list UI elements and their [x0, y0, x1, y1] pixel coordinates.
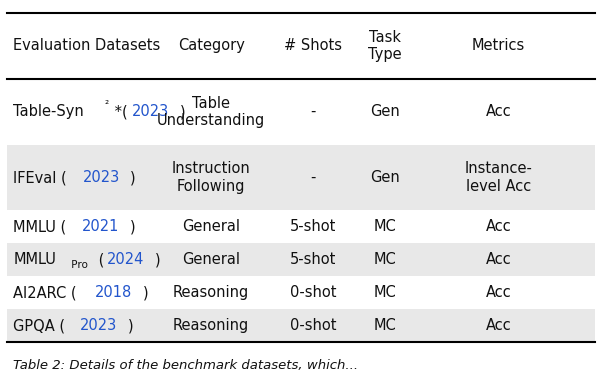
Text: MMLU: MMLU: [13, 252, 56, 268]
Text: MC: MC: [373, 220, 396, 234]
Text: -: -: [310, 170, 315, 185]
Text: MC: MC: [373, 252, 396, 268]
Text: (: (: [94, 252, 104, 268]
Text: Gen: Gen: [370, 170, 400, 185]
Text: General: General: [182, 252, 240, 268]
Text: Acc: Acc: [486, 318, 512, 333]
Text: MC: MC: [373, 318, 396, 333]
FancyBboxPatch shape: [7, 211, 595, 243]
Text: Table
Understanding: Table Understanding: [157, 96, 265, 128]
Text: MC: MC: [373, 285, 396, 300]
Text: 2023: 2023: [82, 170, 120, 185]
Text: Reasoning: Reasoning: [173, 285, 249, 300]
FancyBboxPatch shape: [7, 309, 595, 342]
Text: 2024: 2024: [107, 252, 144, 268]
Text: Reasoning: Reasoning: [173, 318, 249, 333]
Text: ): ): [143, 285, 149, 300]
Text: General: General: [182, 220, 240, 234]
Text: Instance-
level Acc: Instance- level Acc: [465, 161, 533, 194]
Text: GPQA (: GPQA (: [13, 318, 66, 333]
Text: -: -: [310, 104, 315, 119]
Text: Evaluation Datasets: Evaluation Datasets: [13, 39, 161, 53]
Text: ): ): [130, 170, 136, 185]
Text: Acc: Acc: [486, 104, 512, 119]
Text: ): ): [155, 252, 161, 268]
Text: 0-shot: 0-shot: [290, 285, 337, 300]
Text: Table-Syn: Table-Syn: [13, 104, 84, 119]
Text: 2023: 2023: [132, 104, 170, 119]
Text: ): ): [128, 318, 134, 333]
Text: 5-shot: 5-shot: [290, 252, 336, 268]
Text: ²: ²: [104, 100, 108, 110]
Text: Acc: Acc: [486, 220, 512, 234]
Text: *(: *(: [110, 104, 127, 119]
Text: ): ): [180, 104, 186, 119]
Text: AI2ARC (: AI2ARC (: [13, 285, 77, 300]
Text: Task
Type: Task Type: [368, 30, 402, 62]
FancyBboxPatch shape: [7, 243, 595, 277]
Text: 5-shot: 5-shot: [290, 220, 336, 234]
Text: Acc: Acc: [486, 285, 512, 300]
Text: # Shots: # Shots: [284, 39, 342, 53]
Text: 2018: 2018: [95, 285, 132, 300]
Text: 0-shot: 0-shot: [290, 318, 337, 333]
FancyBboxPatch shape: [7, 277, 595, 309]
Text: Metrics: Metrics: [472, 39, 526, 53]
Text: ): ): [130, 220, 135, 234]
Text: IFEval (: IFEval (: [13, 170, 67, 185]
Text: 2021: 2021: [82, 220, 119, 234]
Text: Acc: Acc: [486, 252, 512, 268]
Text: 2023: 2023: [80, 318, 117, 333]
Text: Pro: Pro: [69, 259, 88, 269]
Text: Gen: Gen: [370, 104, 400, 119]
FancyBboxPatch shape: [7, 145, 595, 211]
Text: Table 2: Details of the benchmark datasets, which...: Table 2: Details of the benchmark datase…: [13, 359, 359, 372]
FancyBboxPatch shape: [7, 79, 595, 145]
Text: Instruction
Following: Instruction Following: [172, 161, 250, 194]
Text: Category: Category: [178, 39, 244, 53]
Text: MMLU (: MMLU (: [13, 220, 67, 234]
